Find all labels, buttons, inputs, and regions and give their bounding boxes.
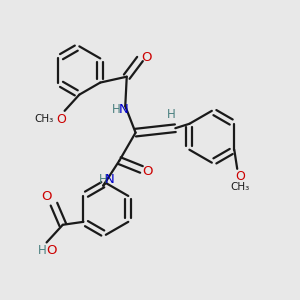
Text: O: O bbox=[57, 112, 67, 126]
Text: H: H bbox=[99, 172, 108, 186]
Text: O: O bbox=[41, 190, 52, 203]
Text: N: N bbox=[119, 103, 129, 116]
Text: O: O bbox=[46, 244, 57, 257]
Text: O: O bbox=[141, 51, 152, 64]
Text: N: N bbox=[105, 172, 115, 186]
Text: O: O bbox=[143, 165, 153, 178]
Text: CH₃: CH₃ bbox=[34, 114, 54, 124]
Text: H: H bbox=[167, 109, 175, 122]
Text: H: H bbox=[112, 103, 121, 116]
Text: CH₃: CH₃ bbox=[230, 182, 250, 191]
Text: O: O bbox=[235, 170, 245, 183]
Text: H: H bbox=[38, 244, 46, 257]
